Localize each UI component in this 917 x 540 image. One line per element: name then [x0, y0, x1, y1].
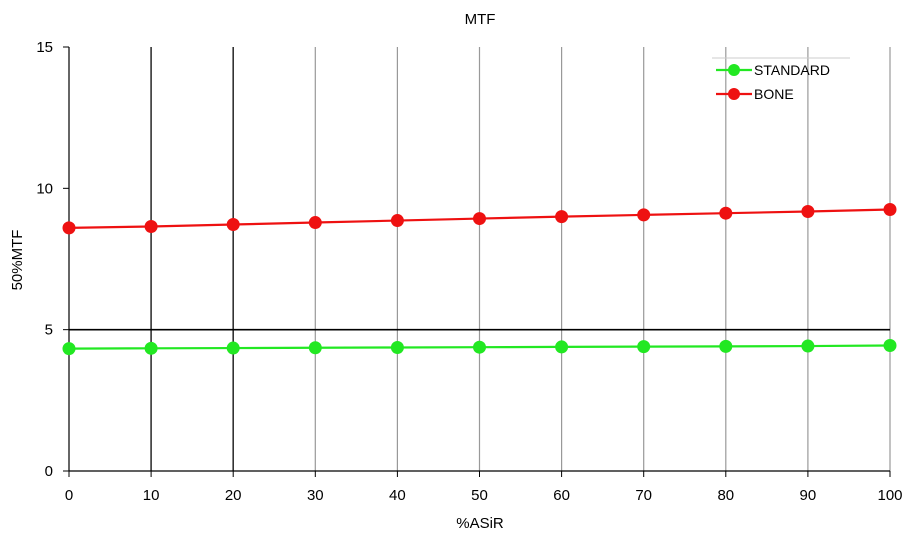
y-axis-label: 50%MTF	[9, 230, 26, 291]
legend-marker-standard	[728, 64, 740, 76]
legend-label-standard: STANDARD	[754, 62, 830, 78]
data-point-standard	[473, 340, 486, 354]
legend: STANDARD BONE	[712, 57, 850, 102]
legend-marker-bone	[728, 88, 740, 100]
y-tick-label: 15	[36, 39, 53, 56]
x-axis-label: %ASiR	[456, 515, 504, 532]
data-point-bone	[390, 214, 404, 228]
data-point-bone	[801, 205, 815, 219]
legend-label-bone: BONE	[754, 86, 794, 102]
x-tick-label: 50	[471, 487, 488, 504]
grid-layer	[69, 47, 891, 471]
data-point-standard	[637, 340, 651, 354]
x-tick-label: 30	[307, 487, 324, 504]
data-point-standard	[62, 342, 76, 356]
x-tick-label: 40	[389, 487, 406, 504]
x-tick-label: 20	[225, 487, 242, 504]
x-tick-label: 100	[877, 487, 902, 504]
series-layer	[62, 203, 897, 356]
data-point-standard	[801, 339, 815, 353]
data-point-standard	[555, 340, 569, 354]
data-point-standard	[308, 341, 322, 355]
data-point-standard	[390, 340, 404, 354]
data-point-bone	[637, 208, 651, 222]
x-tick-label: 70	[635, 487, 652, 504]
data-point-bone	[226, 218, 240, 232]
x-tick-label: 80	[717, 487, 734, 504]
x-tick-label: 10	[143, 487, 160, 504]
data-point-bone	[473, 212, 486, 226]
y-tick-label: 5	[45, 322, 53, 339]
data-point-bone	[62, 221, 76, 235]
x-tick-label: 90	[800, 487, 817, 504]
data-point-standard	[226, 341, 240, 355]
x-tick-label: 60	[553, 487, 570, 504]
data-point-standard	[883, 338, 897, 352]
chart-title: MTF	[465, 11, 496, 28]
data-point-bone	[719, 206, 733, 220]
axes-layer: 0 5 10 15 0 10 20 30 40 50 60 70 80 90 100	[36, 39, 902, 504]
data-point-bone	[144, 219, 158, 233]
data-point-bone	[555, 210, 569, 224]
data-point-bone	[883, 203, 897, 217]
data-point-bone	[308, 216, 322, 230]
y-tick-label: 10	[36, 180, 53, 197]
x-tick-label: 0	[65, 487, 73, 504]
data-point-standard	[144, 341, 158, 355]
y-tick-label: 0	[45, 463, 53, 480]
labels-layer: MTF %ASiR 50%MTF	[9, 11, 504, 532]
data-point-standard	[719, 339, 733, 353]
